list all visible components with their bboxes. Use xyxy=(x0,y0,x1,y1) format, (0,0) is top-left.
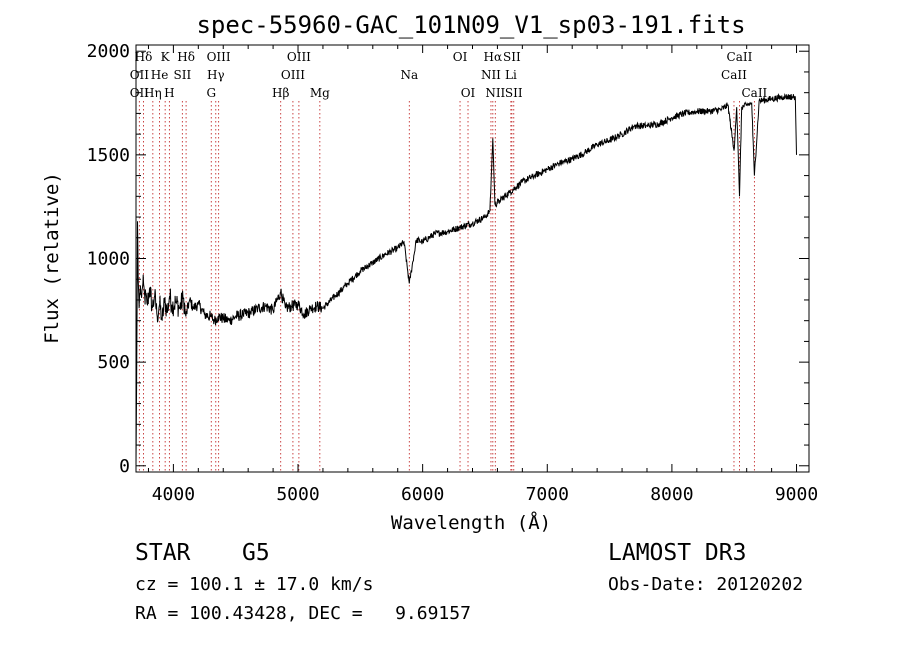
spectral-line-label: Hδ xyxy=(135,50,153,64)
spectral-line-label: CaII xyxy=(741,86,767,100)
spectral-line-label: G xyxy=(206,86,216,100)
spectral-line-label: Hα xyxy=(484,50,503,64)
spectral-line-label: CaII xyxy=(721,68,747,82)
y-tick-label: 1500 xyxy=(87,145,130,166)
spectral-line-label: OII xyxy=(130,68,150,82)
spectral-line-label: SII xyxy=(505,86,523,100)
plot-frame xyxy=(135,44,810,473)
spectral-line-label: Hγ xyxy=(207,68,225,82)
spectral-line-label: Mg xyxy=(310,86,330,100)
y-axis-ticks: 0 500 1000 1500 2000 xyxy=(87,41,809,477)
y-axis-label: Flux (relative) xyxy=(41,172,63,344)
redshift-value: cz = 100.1 ± 17.0 km/s xyxy=(135,574,374,595)
coordinates: RA = 100.43428, DEC = 9.69157 xyxy=(135,603,471,624)
object-subclass: G5 xyxy=(242,540,270,566)
x-tick-label: 6000 xyxy=(401,484,444,505)
spectral-line-label: SII xyxy=(503,50,521,64)
spectral-line-label: OI xyxy=(461,86,476,100)
spectral-line-label: NII xyxy=(485,86,505,100)
spectral-line-label: NII xyxy=(481,68,501,82)
y-tick-label: 0 xyxy=(119,456,130,477)
spectral-line-label: OIII xyxy=(281,68,305,82)
y-tick-label: 2000 xyxy=(87,41,130,62)
spectral-line-label: Li xyxy=(505,68,517,82)
spectral-line-label: He xyxy=(151,68,169,82)
x-tick-label: 5000 xyxy=(276,484,319,505)
x-axis-ticks: 4000 5000 6000 7000 8000 9000 xyxy=(147,45,818,505)
object-class: STAR xyxy=(135,540,191,566)
x-tick-label: 9000 xyxy=(775,484,818,505)
spectral-line-label: K xyxy=(161,50,171,64)
spectral-line-label: CaII xyxy=(727,50,753,64)
spectral-line-label: Hβ xyxy=(272,86,289,100)
chart-title: spec-55960-GAC_101N09_V1_sp03-191.fits xyxy=(196,11,745,39)
spectrum-chart: spec-55960-GAC_101N09_V1_sp03-191.fits H… xyxy=(41,11,818,534)
spectral-line-label: Na xyxy=(400,68,418,82)
spectral-line-label: Hδ xyxy=(177,50,195,64)
spectrum-series-line xyxy=(135,93,797,466)
x-tick-label: 8000 xyxy=(650,484,693,505)
spectral-line-label: Hη xyxy=(144,86,162,100)
x-tick-label: 4000 xyxy=(152,484,195,505)
observation-date: Obs-Date: 20120202 xyxy=(608,574,804,595)
y-tick-label: 1000 xyxy=(87,249,130,270)
spectral-line-label: OI xyxy=(453,50,468,64)
spectral-line-label: SII xyxy=(174,68,192,82)
spectral-line-label: H xyxy=(164,86,174,100)
spectral-line-label: OIII xyxy=(287,50,311,64)
x-tick-label: 7000 xyxy=(526,484,569,505)
x-axis-label: Wavelength (Å) xyxy=(391,511,551,534)
spectral-line-label: OIII xyxy=(207,50,231,64)
survey-name: LAMOST DR3 xyxy=(608,540,747,566)
y-tick-label: 500 xyxy=(97,352,130,373)
